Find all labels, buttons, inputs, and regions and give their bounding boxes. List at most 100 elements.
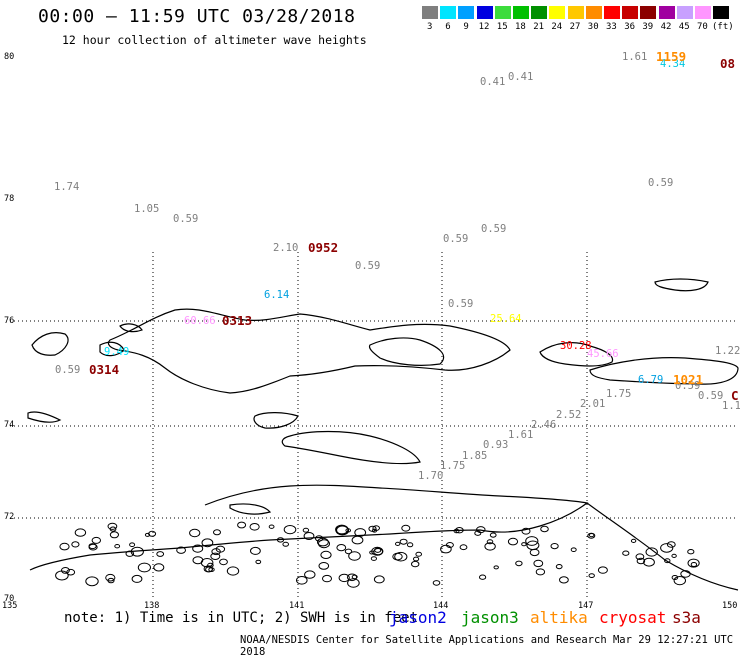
islet (129, 542, 136, 548)
islet (109, 526, 117, 532)
islet (351, 574, 358, 580)
islet (671, 553, 677, 559)
legend-label: 21 (533, 22, 545, 32)
islet (88, 543, 97, 550)
islet (533, 559, 544, 568)
wave-height-label: 45.66 (587, 348, 619, 360)
legend-swatch (422, 6, 438, 19)
islet (666, 541, 676, 548)
legend-swatch (695, 6, 711, 19)
islet (283, 525, 297, 535)
pass-time-label: 08 (720, 56, 736, 71)
islet (373, 575, 385, 584)
pass-time-label: C (731, 388, 739, 403)
legend-swatch (549, 6, 566, 19)
legend-swatch (585, 6, 602, 19)
islet (237, 521, 247, 529)
wave-height-label: 2.46 (531, 419, 557, 431)
legend-label: 30 (587, 22, 599, 32)
wave-height-label: 1.22 (715, 345, 740, 357)
islet (282, 541, 290, 547)
islet (219, 558, 228, 566)
islet (304, 570, 316, 579)
coastline (27, 278, 739, 591)
islet (635, 553, 645, 561)
islet (74, 528, 87, 537)
islet (453, 528, 460, 534)
islet (521, 527, 531, 535)
latitude-label: 78 (4, 194, 15, 204)
wave-height-label: 25.64 (490, 313, 522, 325)
page-title: 00:00 – 11:59 UTC 03/28/2018 (38, 6, 356, 27)
satellite-name: cryosat (599, 608, 667, 627)
islet (374, 547, 382, 553)
wave-height-label: 0.59 (173, 213, 199, 225)
latitude-label: 76 (4, 316, 15, 326)
satellite-name: altika (530, 608, 588, 627)
wave-height-label: 0.93 (483, 439, 509, 451)
legend-swatch (676, 6, 693, 19)
wave-height-label: 0.59 (55, 364, 81, 376)
islet (671, 575, 679, 580)
legend-swatch (713, 6, 730, 19)
wave-height-label: 30.28 (560, 340, 592, 352)
islet (60, 567, 70, 574)
longitude-label: 141 (289, 601, 305, 611)
islet (630, 538, 637, 544)
islet (555, 564, 563, 570)
islet (71, 541, 80, 548)
islet (338, 573, 350, 583)
islet (406, 542, 414, 548)
islet (525, 536, 539, 546)
islet (144, 532, 151, 537)
islet (55, 570, 69, 581)
page-subtitle: 12 hour collection of altimeter wave hei… (62, 33, 367, 47)
islet (226, 566, 240, 576)
latitude-label: 72 (4, 512, 15, 522)
wave-height-label: 0.41 (508, 71, 534, 83)
islet (399, 538, 408, 545)
islet (587, 532, 596, 539)
islet (318, 562, 330, 570)
legend-swatch (640, 6, 657, 19)
footer-credit: NOAA/NESDIS Center for Satellite Applica… (240, 634, 734, 658)
legend-label: 39 (642, 22, 654, 32)
islet (137, 562, 151, 573)
satellite-name: jason3 (461, 608, 519, 627)
islet (125, 550, 135, 557)
islet (493, 565, 499, 570)
islet (597, 566, 608, 574)
islet (296, 576, 308, 585)
pass-time-label: 1021 (673, 372, 704, 387)
wave-height-label: 6.79 (638, 374, 664, 386)
islet (445, 542, 454, 548)
legend-label: 18 (515, 22, 526, 32)
islet (690, 562, 698, 567)
islet (440, 544, 452, 554)
pass-time-label: 0314 (89, 362, 120, 377)
islet (346, 573, 358, 582)
islet (622, 550, 630, 556)
islet (201, 538, 214, 548)
islet (455, 527, 464, 534)
islet (336, 525, 349, 535)
islet (249, 523, 260, 531)
wave-height-label: 1.61 (622, 51, 648, 63)
longitude-label: 147 (578, 601, 594, 611)
islet (643, 557, 655, 567)
islet (415, 551, 423, 557)
islet (210, 552, 221, 560)
wave-height-label: 0.59 (443, 233, 469, 245)
islet (680, 570, 691, 578)
legend-label: 27 (569, 22, 581, 32)
islet (114, 544, 121, 549)
islet (130, 546, 144, 557)
wave-height-label: 4.34 (660, 58, 686, 70)
wave-height-label: 0.59 (355, 260, 381, 272)
islet (320, 550, 332, 560)
islet (348, 551, 361, 561)
longitude-label: 144 (433, 601, 449, 611)
legend-label: 6 (445, 22, 451, 32)
